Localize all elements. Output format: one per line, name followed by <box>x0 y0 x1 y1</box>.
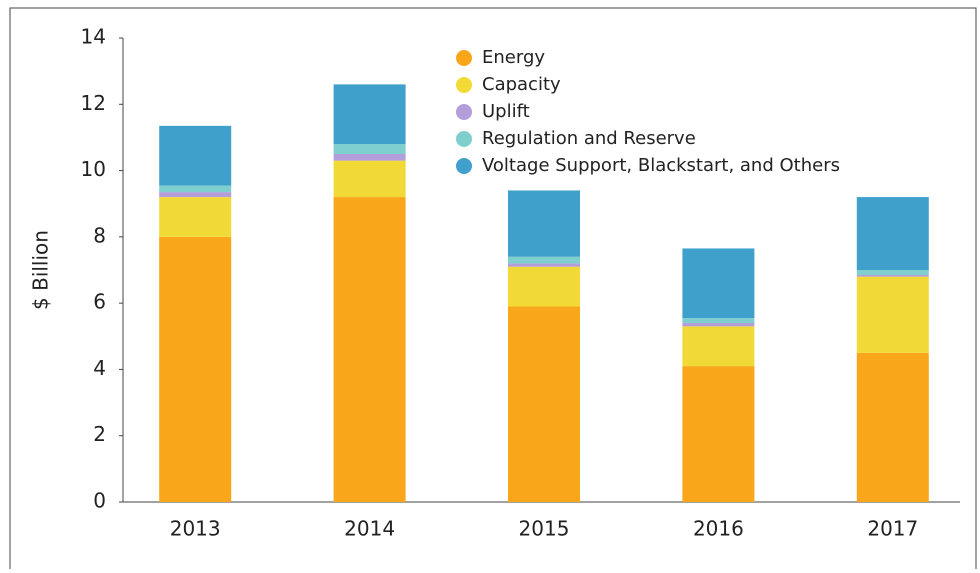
bar-segment <box>508 256 580 264</box>
legend-marker <box>456 158 472 174</box>
legend-marker <box>456 131 472 147</box>
y-tick-label: 4 <box>93 356 106 380</box>
legend-label: Regulation and Reserve <box>482 128 696 149</box>
bar-segment <box>159 236 232 502</box>
bar-segment <box>682 248 755 319</box>
legend-label: Voltage Support, Blackstart, and Others <box>482 155 840 176</box>
legend-label: Capacity <box>482 74 561 95</box>
bar-segment <box>682 366 755 502</box>
bar-segment <box>856 270 929 275</box>
y-axis-label: $ Billion <box>29 230 53 310</box>
bar-segment <box>333 160 406 198</box>
x-tick-label: 2016 <box>693 517 744 541</box>
y-tick-label: 12 <box>81 91 106 115</box>
bar-segment <box>856 197 929 270</box>
x-tick-label: 2015 <box>519 517 570 541</box>
bar-segment <box>159 197 232 237</box>
bar-segment <box>682 318 755 324</box>
bar-segment <box>333 144 406 154</box>
frame <box>9 7 977 573</box>
bar-segment <box>682 326 755 367</box>
bar-segment <box>508 263 580 267</box>
y-tick-label: 10 <box>81 157 106 181</box>
bar-segment <box>333 197 406 503</box>
y-tick-label: 0 <box>93 489 106 513</box>
bar-segment <box>333 84 406 145</box>
bar-segment <box>333 154 406 161</box>
x-tick-label: 2017 <box>867 517 918 541</box>
y-tick-label: 2 <box>93 422 106 446</box>
legend-marker <box>456 77 472 93</box>
x-tick-label: 2013 <box>170 517 221 541</box>
x-tick-label: 2014 <box>344 517 395 541</box>
bar-segment <box>159 185 232 193</box>
legend-label: Energy <box>482 47 545 68</box>
y-tick-label: 6 <box>93 290 106 314</box>
legend-marker <box>456 104 472 120</box>
legend-label: Uplift <box>482 101 530 122</box>
bar-segment <box>856 276 929 353</box>
bar-segment <box>508 306 580 502</box>
bar-segment <box>682 323 755 327</box>
bar-segment <box>159 125 232 186</box>
y-tick-label: 8 <box>93 223 106 247</box>
bar-segment <box>508 266 580 307</box>
bar-segment <box>159 192 232 198</box>
y-tick-label: 14 <box>81 25 106 49</box>
legend-marker <box>456 50 472 66</box>
bar-segment <box>856 274 929 277</box>
bar-segment <box>856 352 929 502</box>
bar-segment <box>508 190 580 257</box>
